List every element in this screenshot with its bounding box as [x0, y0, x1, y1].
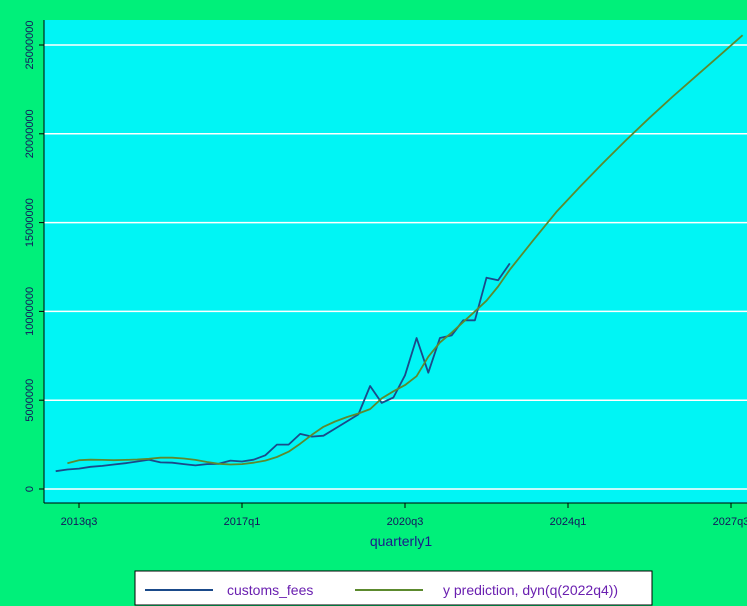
- x-tick-label: 2024q1: [550, 516, 587, 528]
- y-axis: 0 5000000 10000000 15000000 20000000 25000000: [24, 20, 45, 503]
- series-line-prediction: [67, 34, 744, 466]
- legend: customs_fees y prediction, dyn(q(2022q4)): [134, 570, 653, 606]
- legend-label: customs_fees: [227, 582, 313, 598]
- legend-box: [134, 570, 653, 606]
- y-tick-label: 15000000: [24, 198, 36, 247]
- y-tick-label: 5000000: [24, 379, 36, 422]
- x-tick-label: 2017q1: [224, 516, 261, 528]
- x-axis: 2013q3 2017q1 2020q3 2024q1 2027q3: [44, 502, 747, 528]
- legend-label: y prediction, dyn(q(2022q4)): [443, 582, 618, 598]
- y-tick-label: 10000000: [24, 287, 36, 336]
- series-line-customs-fees: [55, 262, 511, 473]
- y-tick-label: 25000000: [24, 21, 36, 70]
- series-lines: [55, 34, 744, 473]
- x-tick-label: 2020q3: [387, 516, 424, 528]
- y-tick-label: 0: [24, 486, 36, 492]
- x-tick-label: 2013q3: [61, 516, 98, 528]
- gridlines: [44, 44, 747, 490]
- x-axis-label: quarterly1: [370, 533, 432, 549]
- x-tick-label: 2027q3: [713, 516, 747, 528]
- y-tick-label: 20000000: [24, 109, 36, 158]
- plot-area: [44, 20, 747, 503]
